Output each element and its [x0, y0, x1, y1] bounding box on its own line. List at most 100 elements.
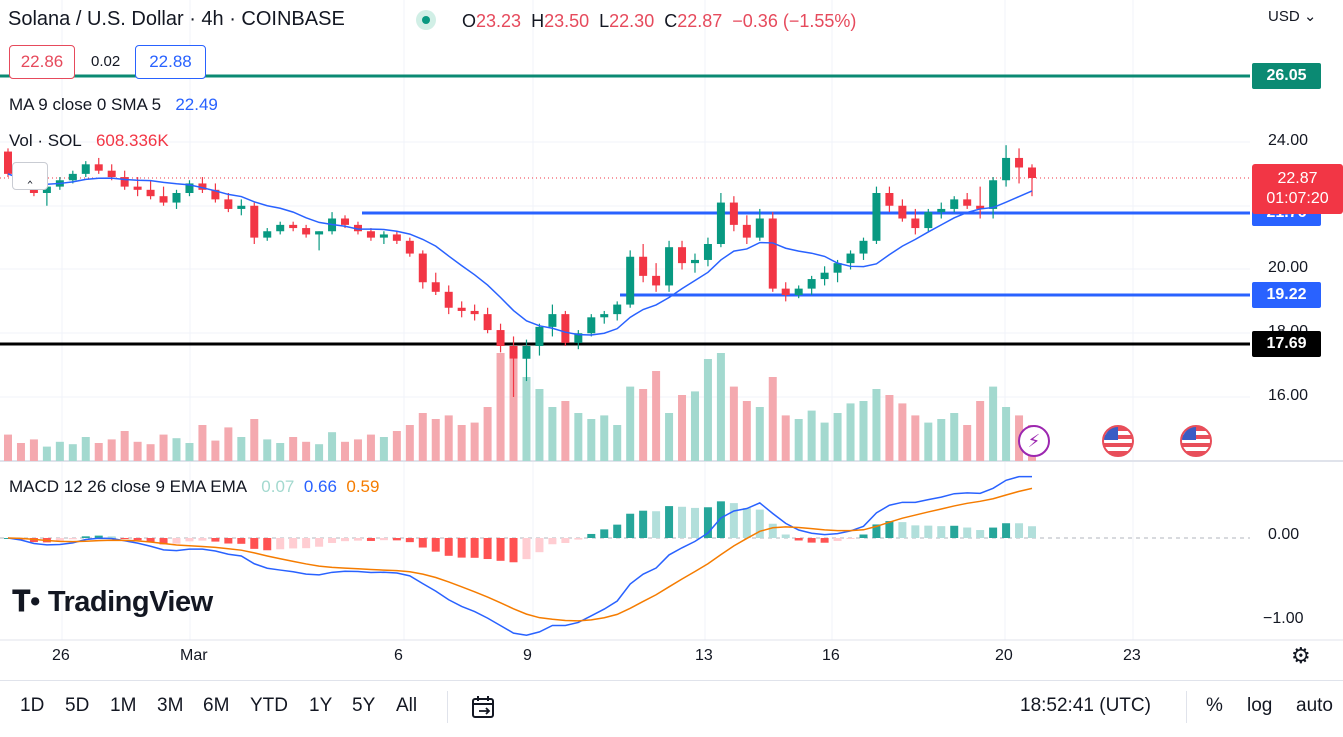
- macd-histogram-bar: [1015, 523, 1024, 538]
- volume-bar: [963, 425, 972, 461]
- candle-body: [263, 231, 272, 238]
- timeframe-button[interactable]: 1Y: [309, 695, 333, 716]
- candle-body: [302, 228, 311, 235]
- candle-body: [172, 193, 181, 203]
- timeframe-button[interactable]: All: [396, 695, 418, 716]
- ma-legend[interactable]: MA 9 close 0 SMA 5 22.49: [9, 95, 218, 115]
- macd-histogram-bar: [405, 538, 414, 543]
- macd-histogram-bar: [690, 507, 699, 538]
- macd-tick-label: −1.00: [1263, 610, 1304, 627]
- collapse-legend-button[interactable]: ‸: [12, 162, 48, 190]
- volume-bar: [237, 437, 246, 461]
- calendar-range-icon[interactable]: [470, 693, 498, 721]
- price-tick-label: 20.00: [1268, 259, 1309, 276]
- candle-body: [600, 314, 609, 318]
- utc-clock[interactable]: 18:52:41 (UTC): [1020, 695, 1151, 716]
- candle-body: [509, 346, 518, 359]
- candle-body: [924, 212, 933, 229]
- volume-bar: [535, 389, 544, 461]
- volume-bar: [289, 437, 298, 461]
- timeframe-button[interactable]: 3M: [157, 695, 184, 716]
- volume-bar: [94, 443, 103, 461]
- volume-bar: [185, 443, 194, 461]
- timeframe-button[interactable]: 6M: [203, 695, 230, 716]
- macd-histogram-bar: [522, 538, 531, 560]
- symbol-title[interactable]: Solana / U.S. Dollar · 4h · COINBASE: [8, 8, 345, 30]
- macd-histogram-bar: [807, 538, 816, 543]
- flash-event-icon[interactable]: ⚡: [1018, 425, 1050, 457]
- macd-histogram-bar: [289, 538, 298, 549]
- volume-bar: [302, 441, 311, 461]
- currency-selector[interactable]: USD ⌄: [1268, 7, 1316, 25]
- buy-price-button[interactable]: 22.88: [135, 45, 206, 79]
- macd-histogram-bar: [237, 538, 246, 544]
- volume-bar: [989, 386, 998, 461]
- us-flag-icon[interactable]: [1102, 425, 1134, 457]
- candle-body: [250, 205, 259, 238]
- volume-bar: [4, 434, 12, 461]
- candle-body: [483, 314, 492, 331]
- volume-legend[interactable]: Vol · SOL 608.336K: [9, 131, 169, 151]
- log-scale-button[interactable]: log: [1247, 695, 1273, 716]
- macd-histogram-bar: [1028, 526, 1036, 538]
- auto-scale-button[interactable]: auto: [1296, 695, 1333, 716]
- candle-body: [950, 199, 959, 209]
- volume-bar: [29, 439, 38, 461]
- timeframe-button[interactable]: YTD: [250, 695, 288, 716]
- macd-histogram-bar: [341, 538, 350, 542]
- candle-body: [341, 218, 350, 225]
- candle-body: [937, 208, 946, 213]
- macd-legend[interactable]: MACD 12 26 close 9 EMA EMA 0.07 0.66 0.5…: [9, 477, 379, 497]
- volume-bar: [613, 425, 622, 461]
- candle-body: [133, 186, 142, 190]
- candle-body: [820, 272, 829, 280]
- macd-histogram-bar: [120, 538, 129, 539]
- candle-body: [729, 202, 738, 225]
- macd-histogram-bar: [703, 507, 712, 538]
- macd-histogram-bar: [639, 510, 648, 538]
- volume-bar: [107, 439, 116, 461]
- candle-body: [42, 186, 51, 193]
- candle-body: [716, 202, 725, 244]
- price-chart-canvas[interactable]: [0, 0, 1343, 680]
- ohlc-close-label: C: [664, 11, 678, 31]
- chevron-up-icon: ‸: [27, 167, 33, 184]
- timeframe-button[interactable]: 5D: [65, 695, 90, 716]
- candle-body: [146, 189, 155, 197]
- volume-bar: [405, 425, 414, 461]
- candle-body: [768, 218, 777, 289]
- volume-bar: [522, 377, 531, 461]
- candle-body: [703, 244, 712, 260]
- timeframe-button[interactable]: 1D: [20, 695, 45, 716]
- sell-price-button[interactable]: 22.86: [9, 45, 75, 79]
- candle-body: [781, 288, 790, 295]
- candle-body: [211, 189, 220, 200]
- gear-icon[interactable]: ⚙: [1291, 643, 1311, 668]
- timeframe-button[interactable]: 1M: [110, 695, 137, 716]
- volume-bar: [211, 440, 220, 461]
- candle-body: [107, 170, 116, 178]
- macd-histogram-bar: [133, 538, 142, 541]
- candle-body: [81, 164, 90, 174]
- volume-bar: [924, 422, 933, 461]
- macd-histogram-bar: [626, 513, 635, 538]
- volume-bar: [328, 432, 337, 461]
- volume-bar: [379, 437, 388, 461]
- macd-histogram-bar: [587, 533, 596, 538]
- candle-body: [470, 310, 479, 315]
- chevron-down-icon: ⌄: [1303, 8, 1317, 25]
- macd-histogram-bar: [794, 538, 803, 541]
- percent-scale-button[interactable]: %: [1206, 695, 1223, 716]
- tradingview-logo[interactable]: 𝐓• TradingView: [12, 586, 213, 619]
- volume-bar: [120, 431, 129, 461]
- candle-body: [535, 326, 544, 346]
- candle-body: [276, 224, 285, 232]
- volume-bar: [690, 391, 699, 461]
- price-tick-label: 24.00: [1268, 132, 1309, 149]
- volume-bar: [68, 444, 77, 461]
- timeframe-button[interactable]: 5Y: [352, 695, 376, 716]
- macd-histogram-bar: [353, 538, 362, 541]
- macd-histogram-bar: [392, 538, 401, 541]
- macd-histogram-bar: [574, 538, 583, 540]
- us-flag-icon[interactable]: [1180, 425, 1212, 457]
